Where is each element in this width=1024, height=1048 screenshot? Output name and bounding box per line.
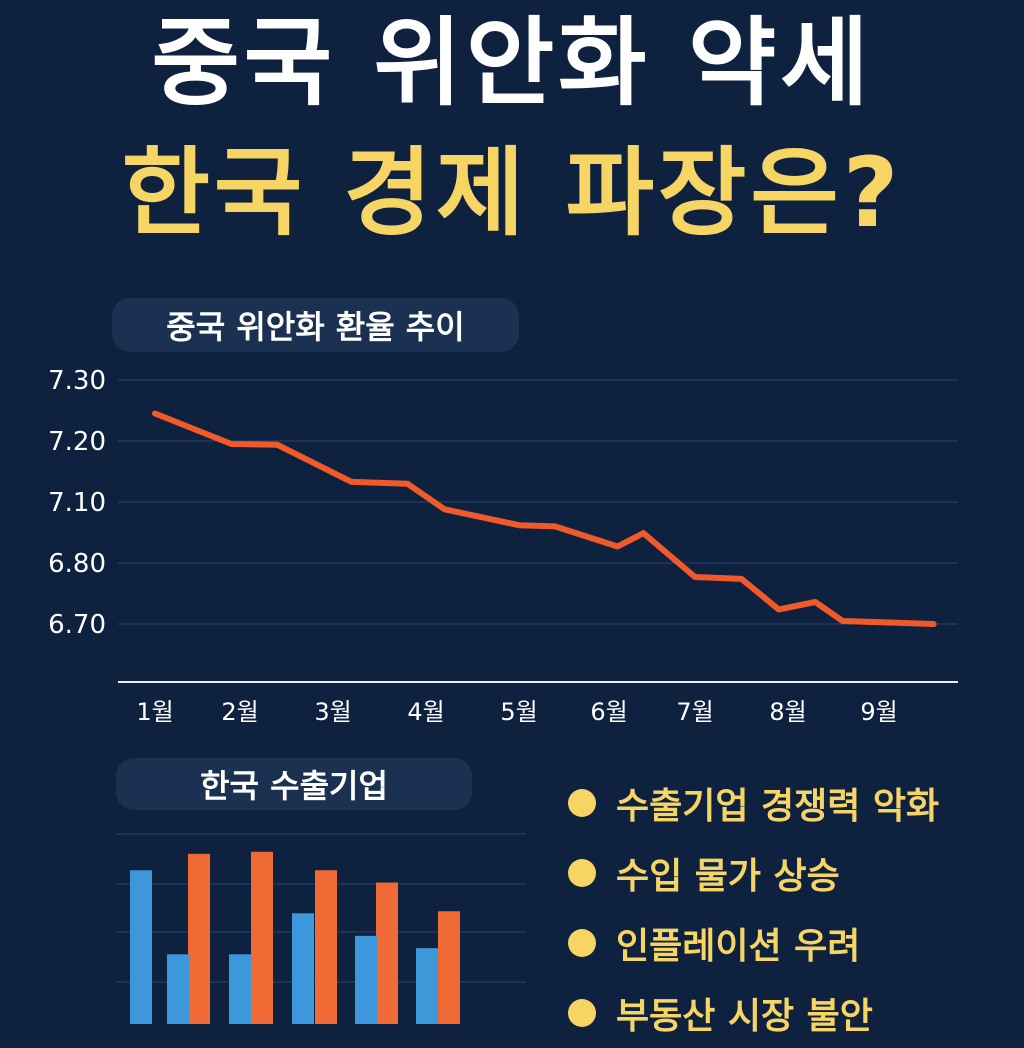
data-point [615,544,621,550]
impact-list: 수출기업 경쟁력 악화 수입 물가 상승 인플레이션 우려 부동산 시장 불안 [568,768,939,1048]
headline-line-2: 한국 경제 파장은? [121,137,903,249]
exchange-rate-line [152,410,937,627]
y-tick-label: 6.70 [48,610,106,640]
x-tick-label: 2월 [221,698,258,726]
impact-item-label: 인플레이션 우려 [616,926,861,967]
bullet-dot-icon [568,999,596,1027]
x-tick-label: 5월 [500,698,537,726]
bullet-dot-icon [568,859,596,887]
x-tick-label: 4월 [407,698,444,726]
data-point [931,621,937,627]
y-tick-label: 7.10 [48,488,106,518]
bar-blue [229,954,251,1024]
data-point [152,411,158,417]
bar-orange [315,870,337,1024]
bar-blue [355,935,377,1024]
x-tick-label: 6월 [590,698,627,726]
y-tick-label: 7.30 [48,366,106,396]
x-tick-label: 7월 [676,698,713,726]
bar-blue [130,870,152,1024]
impact-item: 인플레이션 우려 [568,908,939,978]
impact-item: 부동산 시장 불안 [568,978,939,1048]
bar-orange [376,882,398,1024]
data-point [776,606,782,612]
bar-orange [188,853,210,1024]
bar-chart-title: 한국 수출기업 [116,758,472,810]
bar-blue [167,954,189,1024]
bar-blue [292,913,314,1024]
data-point [812,599,818,605]
data-point [349,479,355,485]
x-tick-label: 8월 [769,698,806,726]
impact-item-label: 수출기업 경쟁력 악화 [616,786,940,827]
impact-item-label: 수입 물가 상승 [616,856,840,897]
data-point [404,481,410,487]
data-point [640,530,646,536]
data-point [692,574,698,580]
impact-item: 수출기업 경쟁력 악화 [568,768,939,838]
data-point [274,442,280,448]
x-tick-label: 3월 [314,698,351,726]
bar-orange [251,851,273,1024]
impact-item: 수입 물가 상승 [568,838,939,908]
y-tick-label: 6.80 [48,549,106,579]
y-tick-label: 7.20 [48,427,106,457]
headline-line-1: 중국 위안화 약세 [151,7,873,119]
data-point [229,441,234,447]
data-point [442,506,448,512]
impact-item-label: 부동산 시장 불안 [616,996,873,1037]
line-chart: 7.30 7.20 7.10 6.80 6.70 1월 2월 3월 4월 5월 6월 7월 8월 9월 [48,366,958,726]
data-point [552,523,558,529]
bullet-dot-icon [568,929,596,957]
data-point [516,522,522,528]
bar-orange [438,946,460,1024]
x-tick-label: 9월 [860,698,897,726]
data-point [739,576,744,582]
x-tick-label: 1월 [136,698,173,726]
bar-blue [416,948,438,1024]
data-point [840,618,846,624]
bar-chart [116,833,526,1024]
line-chart-title: 중국 위안화 환율 추이 [112,298,519,352]
bullet-dot-icon [568,789,596,817]
